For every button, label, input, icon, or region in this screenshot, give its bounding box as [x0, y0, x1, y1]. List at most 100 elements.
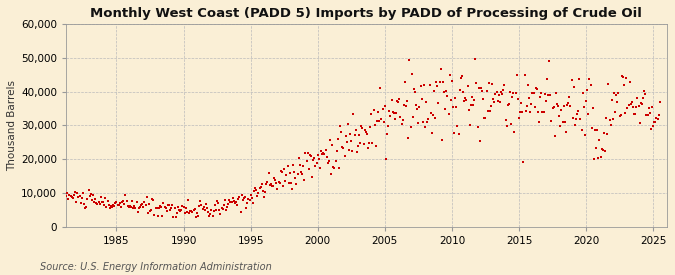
Point: [161, 209, 172, 213]
Point: [551, 102, 562, 106]
Point: [605, 123, 616, 127]
Point: [536, 91, 547, 95]
Point: [105, 205, 115, 210]
Point: [565, 103, 576, 108]
Point: [441, 89, 452, 93]
Point: [508, 90, 519, 95]
Point: [425, 111, 436, 116]
Point: [647, 105, 657, 109]
Point: [620, 111, 630, 115]
Point: [261, 182, 271, 186]
Point: [463, 108, 474, 112]
Point: [78, 202, 89, 206]
Point: [339, 154, 350, 158]
Point: [439, 90, 450, 95]
Point: [156, 205, 167, 209]
Point: [564, 95, 574, 99]
Point: [469, 98, 480, 102]
Point: [188, 207, 199, 212]
Point: [271, 181, 281, 186]
Point: [551, 90, 562, 95]
Point: [625, 101, 636, 106]
Point: [582, 88, 593, 92]
Point: [313, 152, 323, 157]
Point: [594, 138, 605, 142]
Point: [601, 116, 612, 120]
Point: [576, 128, 587, 132]
Point: [225, 200, 236, 204]
Point: [117, 200, 128, 204]
Point: [388, 111, 399, 116]
Point: [379, 104, 390, 108]
Point: [186, 209, 197, 214]
Point: [626, 100, 637, 104]
Point: [421, 99, 431, 104]
Point: [514, 110, 525, 115]
Point: [471, 81, 482, 86]
Point: [352, 149, 362, 154]
Point: [256, 182, 267, 187]
Point: [609, 91, 620, 95]
Point: [415, 84, 426, 88]
Point: [298, 164, 308, 168]
Point: [320, 148, 331, 152]
Point: [340, 134, 351, 138]
Point: [173, 205, 184, 209]
Point: [107, 205, 117, 210]
Point: [73, 195, 84, 199]
Point: [355, 141, 366, 146]
Point: [367, 141, 378, 145]
Point: [332, 137, 343, 141]
Point: [219, 197, 230, 202]
Point: [144, 209, 155, 213]
Point: [235, 210, 246, 215]
Point: [396, 122, 407, 127]
Point: [294, 163, 305, 167]
Point: [478, 97, 489, 101]
Point: [575, 116, 586, 121]
Point: [472, 124, 483, 129]
Point: [410, 103, 421, 108]
Point: [78, 191, 88, 195]
Point: [612, 100, 623, 104]
Point: [623, 102, 634, 107]
Point: [95, 202, 105, 207]
Point: [365, 125, 376, 129]
Point: [329, 166, 340, 170]
Point: [319, 152, 330, 156]
Point: [642, 112, 653, 117]
Point: [521, 103, 532, 108]
Point: [618, 75, 628, 79]
Point: [570, 123, 580, 127]
Point: [466, 95, 477, 99]
Point: [88, 200, 99, 205]
Point: [489, 100, 500, 104]
Point: [452, 124, 463, 128]
Point: [223, 202, 234, 206]
Point: [391, 111, 402, 115]
Point: [517, 109, 528, 114]
Point: [342, 140, 352, 144]
Point: [595, 155, 606, 159]
Point: [288, 162, 298, 167]
Point: [574, 77, 585, 81]
Point: [300, 151, 310, 156]
Point: [394, 97, 405, 101]
Point: [481, 89, 492, 94]
Point: [100, 196, 111, 200]
Point: [449, 131, 460, 135]
Point: [169, 206, 180, 210]
Point: [446, 78, 457, 83]
Point: [492, 99, 503, 103]
Point: [461, 98, 472, 103]
Point: [619, 83, 630, 87]
Point: [499, 82, 510, 87]
Point: [93, 199, 104, 204]
Point: [563, 101, 574, 105]
Point: [592, 128, 603, 132]
Point: [535, 95, 545, 100]
Point: [531, 86, 542, 91]
Point: [407, 115, 418, 119]
Point: [473, 86, 484, 90]
Point: [236, 193, 247, 197]
